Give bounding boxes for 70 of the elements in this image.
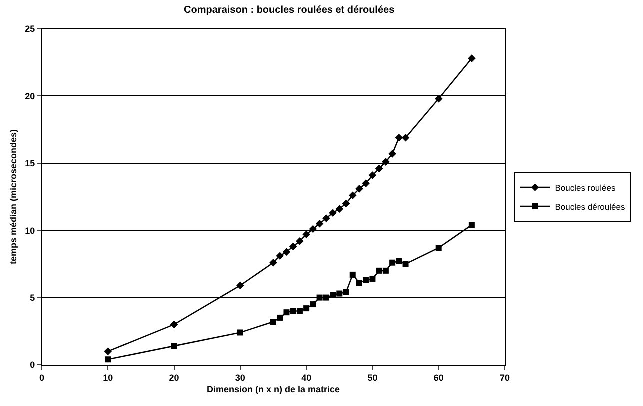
point xyxy=(368,172,377,180)
point xyxy=(342,200,350,208)
point xyxy=(336,205,344,213)
point xyxy=(104,348,112,356)
x-tick-label: 10 xyxy=(103,372,114,383)
y-tick-label: 10 xyxy=(25,226,36,236)
point xyxy=(356,185,364,193)
point xyxy=(296,308,303,314)
point xyxy=(290,308,296,314)
point xyxy=(468,222,475,228)
point xyxy=(284,310,290,316)
x-tick-label: 50 xyxy=(368,372,378,383)
point xyxy=(296,237,304,246)
x-tick-label: 0 xyxy=(39,372,45,383)
point xyxy=(434,94,443,103)
point xyxy=(468,54,476,62)
point xyxy=(356,280,362,286)
y-tick-label: 5 xyxy=(30,292,36,303)
point xyxy=(105,356,112,363)
point xyxy=(376,268,382,274)
point xyxy=(375,164,384,173)
point xyxy=(370,276,376,282)
point xyxy=(276,252,284,260)
point xyxy=(302,230,310,239)
point xyxy=(402,261,409,268)
point xyxy=(402,134,410,142)
legend-label: Boucles déroulées xyxy=(555,202,626,212)
point xyxy=(436,245,442,252)
point xyxy=(170,320,178,329)
x-tick-label: 70 xyxy=(500,372,510,383)
x-tick-label: 30 xyxy=(235,372,246,383)
y-tick-label: 0 xyxy=(30,360,36,370)
point xyxy=(329,209,337,218)
point xyxy=(350,272,356,278)
legend-label: Boucles roulées xyxy=(555,182,616,193)
point xyxy=(336,290,343,297)
point xyxy=(396,258,402,265)
point xyxy=(277,314,284,321)
point xyxy=(270,258,278,267)
point xyxy=(316,294,323,301)
point xyxy=(363,277,370,284)
point xyxy=(310,302,316,308)
chart-title: Comparaison : boucles roulées et déroulées xyxy=(184,5,396,16)
point xyxy=(388,150,396,158)
point xyxy=(362,180,370,188)
point xyxy=(171,343,178,350)
point xyxy=(236,282,244,290)
point xyxy=(382,268,389,274)
point xyxy=(395,134,404,142)
point xyxy=(304,306,310,312)
point xyxy=(237,330,244,336)
point xyxy=(282,248,291,256)
point xyxy=(322,214,330,222)
y-tick-label: 20 xyxy=(25,91,36,102)
point xyxy=(348,192,357,200)
x-tick-label: 60 xyxy=(434,372,444,383)
y-axis-title: temps médian (microsecondes) xyxy=(8,129,19,265)
x-tick-label: 20 xyxy=(169,372,180,383)
point xyxy=(390,260,396,266)
y-tick-label: 25 xyxy=(25,24,36,34)
point xyxy=(270,318,276,325)
point xyxy=(343,289,350,296)
point xyxy=(309,225,318,234)
point xyxy=(289,242,298,251)
x-axis-title: Dimension (n x n) de la matrice xyxy=(206,384,340,395)
point xyxy=(382,158,390,166)
y-tick-label: 15 xyxy=(25,158,36,169)
point xyxy=(316,220,324,228)
x-tick-label: 40 xyxy=(302,372,312,383)
point xyxy=(323,294,330,301)
